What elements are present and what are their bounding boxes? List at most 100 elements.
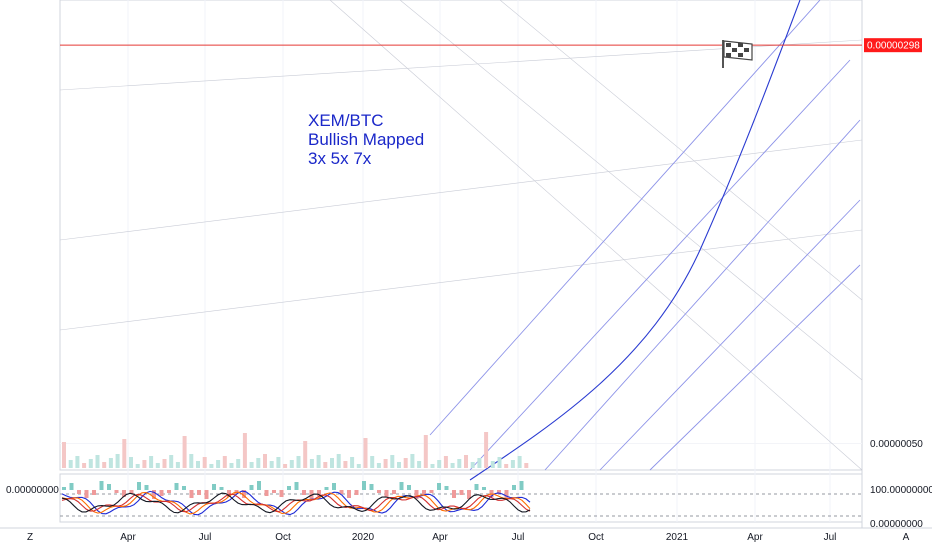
oscillator-histogram-bar	[77, 490, 81, 494]
volume-bar	[216, 460, 221, 468]
fan-line	[399, 0, 863, 381]
time-tick-label: Jul	[199, 532, 212, 543]
oscillator-histogram-bar	[482, 487, 486, 490]
volume-bar	[443, 456, 448, 468]
flag-check	[738, 43, 743, 47]
volume-bar	[316, 455, 321, 468]
oscillator-histogram-bar	[99, 481, 104, 490]
volume-bar	[457, 459, 462, 468]
volume-bar	[350, 457, 355, 468]
oscillator-histogram-bar	[189, 490, 194, 498]
volume-bar	[356, 464, 361, 468]
flag-check	[732, 48, 737, 52]
oscillator-pane	[59, 473, 863, 523]
oscillator-histogram-bar	[429, 490, 434, 493]
oscillator-histogram-bar	[264, 490, 269, 496]
oscillator-histogram-bar	[159, 490, 164, 496]
flag-check	[726, 43, 731, 47]
volume-bar	[189, 454, 194, 468]
zoom-button-z: Z	[27, 532, 33, 543]
oscillator-histogram-bar	[362, 481, 366, 490]
oscillator-histogram-bar	[324, 487, 329, 490]
time-tick-label: 2020	[352, 532, 375, 543]
oscillator-histogram-bar	[152, 490, 156, 499]
channel-line	[429, 0, 821, 436]
volume-bar	[222, 456, 227, 468]
volume-bar	[149, 456, 154, 468]
volume-bar	[323, 462, 328, 468]
oscillator-histogram-bar	[242, 490, 246, 498]
flag-check	[738, 53, 743, 57]
volume-bar	[283, 464, 288, 468]
oscillator-histogram-bar	[444, 486, 449, 490]
volume-bar	[464, 455, 468, 468]
volume-bar	[430, 464, 435, 468]
oscillator-histogram-bar	[114, 490, 119, 493]
channel-line	[544, 119, 861, 471]
oscillator-histogram-bar	[69, 483, 74, 490]
volume-bar	[196, 461, 200, 468]
fan-line	[59, 229, 863, 331]
oscillator-histogram-bar	[339, 490, 344, 494]
oscillator-histogram-bar	[227, 490, 231, 497]
oscillator-histogram-bar	[204, 490, 209, 499]
volume-bar	[363, 438, 368, 468]
oscillator-histogram-bar	[309, 490, 314, 499]
volume-bar	[336, 454, 341, 468]
oscillator-histogram-bar	[504, 490, 509, 498]
oscillator-histogram-bar	[294, 482, 299, 490]
volume-bar	[330, 458, 334, 468]
channel-line	[649, 264, 861, 471]
oscillator-histogram-bar	[452, 490, 456, 498]
oscillator-histogram-bar	[474, 484, 479, 490]
oscillator-left-value: 0.00000000	[6, 485, 59, 496]
level-price-tag-text: 0.00000298	[867, 41, 920, 52]
volume-bar	[88, 459, 93, 468]
oscillator-histogram-bar	[399, 482, 404, 490]
volume-bar	[450, 463, 455, 468]
volume-bar	[383, 459, 388, 468]
oscillator-histogram-bar	[212, 484, 216, 490]
oscillator-histogram-bar	[422, 490, 426, 496]
volume-bar	[437, 460, 442, 468]
volume-bar	[122, 439, 127, 468]
volume-bar	[169, 455, 174, 468]
auto-scale-button: A	[903, 532, 910, 543]
volume-bar	[276, 457, 281, 468]
price-tick-label: 0.00000050	[870, 439, 923, 450]
volume-bar	[477, 458, 482, 468]
oscillator-histogram-bar	[279, 490, 284, 497]
volume-bar	[135, 464, 140, 468]
oscillator-histogram-bar	[272, 490, 276, 493]
oscillator-histogram-bar	[174, 483, 179, 490]
oscillator-histogram-bar	[62, 487, 66, 490]
volume-bar	[263, 454, 267, 468]
flag-check	[744, 48, 749, 52]
volume-bar	[75, 456, 80, 468]
oscillator-histogram-bar	[317, 490, 321, 496]
annotation-line-2: Bullish Mapped	[308, 130, 424, 149]
oscillator-histogram-bar	[197, 490, 201, 495]
oscillator-line-fast	[61, 490, 531, 516]
volume-bar	[296, 456, 301, 468]
oscillator-histogram-bar	[407, 485, 411, 490]
volume-bar	[95, 455, 100, 468]
oscillator-histogram-bar	[302, 490, 306, 495]
volume-bar	[242, 433, 247, 468]
oscillator-histogram-bar	[84, 490, 89, 498]
time-tick-label: Apr	[120, 532, 136, 543]
level-price-tag	[864, 38, 922, 53]
channel-line	[469, 59, 851, 471]
fan-line	[329, 0, 863, 471]
oscillator-histogram-bar	[437, 483, 441, 490]
volume-bar	[376, 463, 381, 468]
oscillator-histogram-bar	[129, 490, 134, 494]
volume-bar	[504, 464, 509, 468]
time-tick-label: Oct	[588, 532, 604, 543]
volume-bar	[162, 459, 167, 468]
oscillator-histogram-bar	[92, 490, 96, 495]
volume-bar	[142, 460, 147, 468]
volume-bar	[68, 460, 73, 468]
oscillator-histogram-bar	[377, 490, 381, 493]
